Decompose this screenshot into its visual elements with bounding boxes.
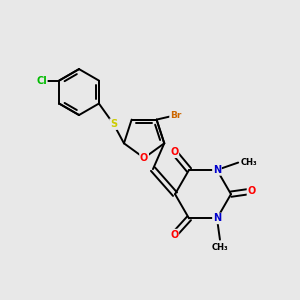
Text: Cl: Cl <box>36 76 47 85</box>
Text: O: O <box>170 230 178 240</box>
Text: O: O <box>140 153 148 163</box>
Text: O: O <box>248 186 256 196</box>
Text: Br: Br <box>170 111 182 120</box>
Text: N: N <box>213 213 221 224</box>
Text: S: S <box>110 119 117 129</box>
Text: N: N <box>213 165 221 175</box>
Text: CH₃: CH₃ <box>212 243 228 252</box>
Text: CH₃: CH₃ <box>241 158 257 167</box>
Text: O: O <box>170 147 178 157</box>
